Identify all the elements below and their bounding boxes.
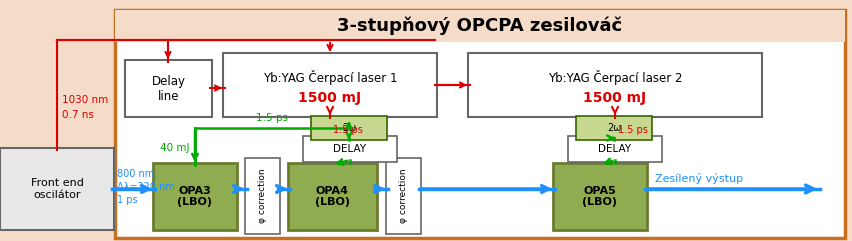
- Text: Δλ=320 nm: Δλ=320 nm: [117, 182, 175, 192]
- Text: 1030 nm: 1030 nm: [62, 95, 108, 105]
- Text: OPA5
(LBO): OPA5 (LBO): [582, 186, 617, 207]
- FancyBboxPatch shape: [245, 158, 279, 234]
- Text: Front end
oscilátor: Front end oscilátor: [31, 178, 83, 200]
- Text: 1 ps: 1 ps: [117, 195, 137, 205]
- Text: OPA3
(LBO): OPA3 (LBO): [177, 186, 212, 207]
- Text: Yb:YAG Čerpací laser 2: Yb:YAG Čerpací laser 2: [547, 70, 682, 85]
- Text: 1.5 ps: 1.5 ps: [618, 125, 648, 135]
- FancyBboxPatch shape: [468, 53, 761, 117]
- FancyBboxPatch shape: [115, 10, 844, 238]
- Text: OPA4
(LBO): OPA4 (LBO): [314, 186, 349, 207]
- Text: Yb:YAG Čerpací laser 1: Yb:YAG Čerpací laser 1: [262, 70, 397, 85]
- Text: DELAY: DELAY: [333, 144, 366, 154]
- Text: 2ω: 2ω: [606, 123, 620, 133]
- FancyBboxPatch shape: [386, 158, 421, 234]
- FancyBboxPatch shape: [0, 148, 114, 230]
- Text: 1.5 ps: 1.5 ps: [332, 125, 362, 135]
- FancyBboxPatch shape: [311, 116, 387, 140]
- FancyBboxPatch shape: [153, 163, 237, 230]
- Text: 800 nm;: 800 nm;: [117, 169, 158, 179]
- FancyBboxPatch shape: [222, 53, 436, 117]
- Text: 0.7 ns: 0.7 ns: [62, 110, 94, 120]
- Text: 1.5 ps: 1.5 ps: [256, 113, 288, 123]
- FancyBboxPatch shape: [575, 116, 651, 140]
- FancyBboxPatch shape: [567, 136, 661, 162]
- Text: 3-stupňový OPCPA zesilováč: 3-stupňový OPCPA zesilováč: [337, 17, 622, 35]
- Text: 1500 mJ: 1500 mJ: [298, 91, 361, 105]
- Text: 2ω: 2ω: [342, 123, 356, 133]
- Text: Zesílený výstup: Zesílený výstup: [654, 173, 742, 184]
- Text: DELAY: DELAY: [598, 144, 630, 154]
- FancyBboxPatch shape: [125, 60, 212, 117]
- Text: φ correction: φ correction: [399, 169, 407, 223]
- FancyBboxPatch shape: [288, 163, 377, 230]
- Text: 40 mJ: 40 mJ: [160, 143, 190, 153]
- FancyBboxPatch shape: [552, 163, 646, 230]
- Text: φ correction: φ correction: [257, 169, 267, 223]
- Text: 1500 mJ: 1500 mJ: [583, 91, 646, 105]
- Text: Delay
line: Delay line: [152, 74, 185, 102]
- FancyBboxPatch shape: [302, 136, 396, 162]
- FancyBboxPatch shape: [115, 10, 844, 42]
